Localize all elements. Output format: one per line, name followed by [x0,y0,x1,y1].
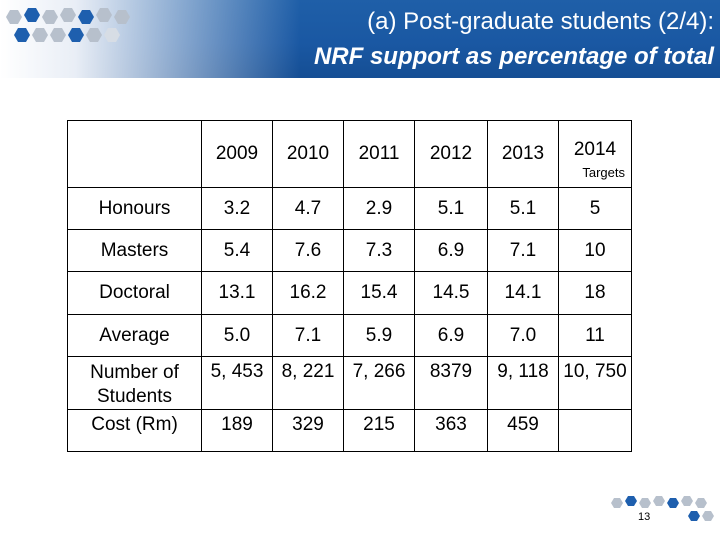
table-cell: 15.4 [343,271,415,315]
table-cell: 5.4 [201,229,273,272]
footer-hexagon-icon [611,496,714,521]
table-cell: 189 [201,409,273,452]
table-cell: 5.9 [343,314,415,357]
slide-subtitle: NRF support as percentage of total [313,43,714,70]
column-header-2011: 2011 [343,120,415,188]
table-cell: 11 [558,314,632,357]
percentage-table: 2009 2010 2011 2012 2013 2014 Targets Ho… [67,120,632,452]
table-cell: 13.1 [201,271,273,315]
table-row: Masters 5.4 7.6 7.3 6.9 7.1 10 [67,229,632,272]
table-row: Honours 3.2 4.7 2.9 5.1 5.1 5 [67,187,632,230]
table-header-row: 2009 2010 2011 2012 2013 2014 Targets [67,120,632,188]
table-cell: 9, 118 [487,356,559,410]
row-label: Number of Students [67,356,202,410]
table-cell: 5 [558,187,632,230]
table-cell: 10, 750 [558,356,632,410]
table-cell: 5.1 [414,187,488,230]
table-cell: 7.0 [487,314,559,357]
table-cell: 14.5 [414,271,488,315]
table-cell: 7, 266 [343,356,415,410]
table-cell: 14.1 [487,271,559,315]
title-banner: (a) Post-graduate students (2/4): NRF su… [0,0,720,78]
table-cell: 8, 221 [272,356,344,410]
targets-note: Targets [582,164,625,180]
table-cell: 215 [343,409,415,452]
table-row: Number of Students 5, 453 8, 221 7, 266 … [67,356,632,410]
row-label: Average [67,314,202,357]
table-cell: 7.6 [272,229,344,272]
table-cell: 459 [487,409,559,452]
table-cell: 6.9 [414,229,488,272]
table-cell: 10 [558,229,632,272]
column-header-2010: 2010 [272,120,344,188]
table-cell: 8379 [414,356,488,410]
table-cell: 5, 453 [201,356,273,410]
row-label: Doctoral [67,271,202,315]
column-header-2014-label: 2014 [573,138,617,160]
column-header-2009: 2009 [201,120,273,188]
table-row: Average 5.0 7.1 5.9 6.9 7.0 11 [67,314,632,357]
column-header-2014: 2014 Targets [558,120,632,188]
hexagon-pattern-icon [6,8,130,42]
table-cell: 16.2 [272,271,344,315]
table-cell: 363 [414,409,488,452]
table-cell: 7.1 [272,314,344,357]
row-label: Cost (Rm) [67,409,202,452]
row-label: Masters [67,229,202,272]
table-cell: 6.9 [414,314,488,357]
table-cell: 4.7 [272,187,344,230]
row-label: Honours [67,187,202,230]
column-header-2013: 2013 [487,120,559,188]
table-row: Cost (Rm) 189 329 215 363 459 [67,409,632,452]
header-blank-cell [67,120,202,188]
table-cell: 2.9 [343,187,415,230]
slide-title: (a) Post-graduate students (2/4): [367,8,714,35]
table-cell: 7.3 [343,229,415,272]
table-cell: 7.1 [487,229,559,272]
table-cell: 329 [272,409,344,452]
table-cell: 18 [558,271,632,315]
table-cell: 5.0 [201,314,273,357]
slide-number: 13 [638,511,651,523]
table-cell: 5.1 [487,187,559,230]
table-row: Doctoral 13.1 16.2 15.4 14.5 14.1 18 [67,271,632,315]
table-cell [558,409,632,452]
column-header-2012: 2012 [414,120,488,188]
table-cell: 3.2 [201,187,273,230]
